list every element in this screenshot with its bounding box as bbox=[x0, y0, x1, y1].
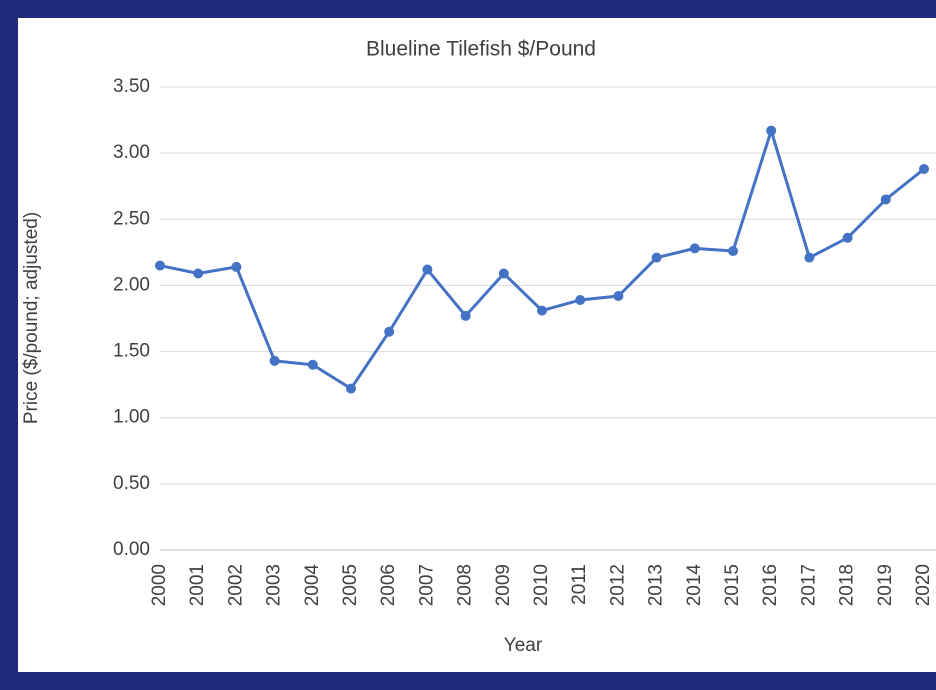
x-tick-label: 2018 bbox=[837, 564, 858, 606]
data-point bbox=[842, 232, 853, 243]
data-point bbox=[193, 268, 204, 279]
data-point bbox=[880, 194, 891, 205]
data-point bbox=[613, 291, 624, 302]
x-tick-label: 2005 bbox=[340, 564, 361, 606]
data-point bbox=[231, 261, 242, 272]
x-tick-label: 2014 bbox=[684, 564, 705, 607]
x-tick-label: 2012 bbox=[607, 564, 628, 606]
data-point bbox=[919, 164, 929, 175]
x-tick-label: 2007 bbox=[416, 564, 437, 606]
y-tick-label: 0.00 bbox=[113, 539, 150, 560]
data-point bbox=[422, 264, 433, 275]
data-point bbox=[155, 260, 165, 271]
data-point bbox=[804, 252, 815, 263]
x-tick-label: 2015 bbox=[722, 564, 743, 606]
x-tick-label: 2000 bbox=[149, 564, 170, 606]
data-point bbox=[537, 305, 547, 316]
y-tick-label: 1.00 bbox=[113, 407, 150, 428]
x-tick-label: 2008 bbox=[455, 564, 476, 606]
x-tick-label: 2002 bbox=[225, 564, 246, 606]
y-tick-label: 0.50 bbox=[113, 473, 150, 494]
x-tick-label: 2009 bbox=[493, 564, 514, 606]
y-tick-label: 2.00 bbox=[113, 274, 150, 295]
data-point bbox=[575, 294, 586, 305]
data-point bbox=[460, 310, 471, 321]
y-tick-label: 2.50 bbox=[113, 208, 150, 229]
x-tick-label: 2010 bbox=[531, 564, 552, 606]
data-point bbox=[498, 268, 509, 279]
x-tick-label: 2016 bbox=[760, 564, 781, 606]
x-tick-label: 2020 bbox=[913, 564, 934, 606]
data-point bbox=[269, 355, 280, 366]
y-tick-label: 3.00 bbox=[113, 142, 150, 163]
x-tick-label: 2001 bbox=[187, 564, 208, 606]
y-tick-label: 3.50 bbox=[113, 76, 150, 97]
data-point bbox=[384, 326, 395, 337]
y-axis-label: Price ($/pound; adjusted) bbox=[21, 212, 42, 424]
x-tick-label: 2013 bbox=[646, 564, 667, 606]
y-tick-label: 1.50 bbox=[113, 341, 150, 362]
data-point bbox=[728, 246, 738, 257]
x-tick-label: 2004 bbox=[302, 564, 323, 607]
x-tick-label: 2017 bbox=[798, 564, 819, 606]
data-point bbox=[651, 252, 662, 263]
x-tick-label: 2011 bbox=[569, 564, 590, 605]
chart: Blueline Tilefish $/Pound Year Price ($/… bbox=[18, 18, 936, 672]
chart-title: Blueline Tilefish $/Pound bbox=[366, 38, 596, 61]
x-tick-label: 2019 bbox=[875, 564, 896, 606]
data-point bbox=[689, 243, 700, 254]
x-tick-label: 2006 bbox=[378, 564, 399, 606]
data-point bbox=[766, 125, 777, 136]
x-axis-label: Year bbox=[504, 635, 543, 656]
x-tick-label: 2003 bbox=[264, 564, 285, 606]
data-point bbox=[307, 359, 318, 370]
data-point bbox=[346, 383, 356, 394]
